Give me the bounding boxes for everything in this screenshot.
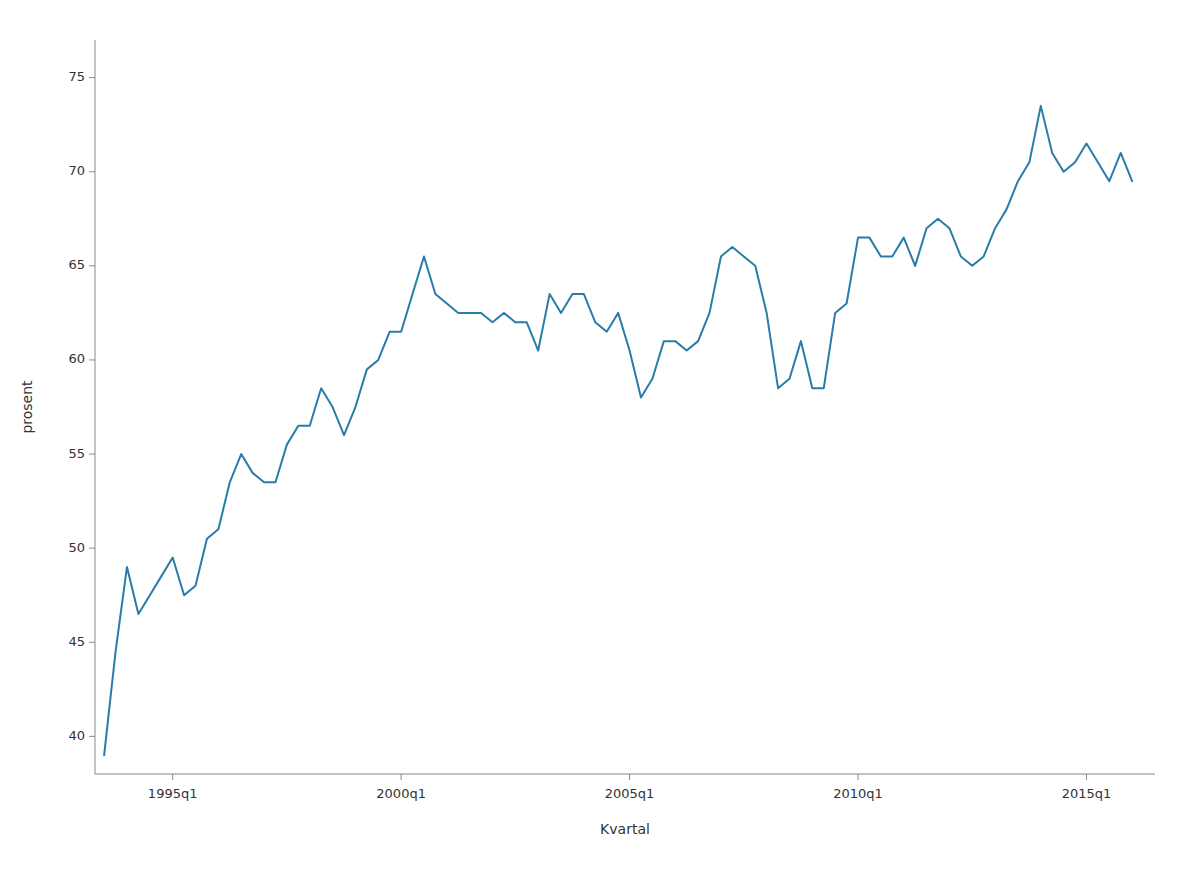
x-tick (629, 774, 630, 780)
x-tick-label: 2005q1 (605, 786, 655, 801)
y-tick-label: 65 (68, 257, 85, 272)
y-tick-label: 40 (68, 728, 85, 743)
y-tick-label: 75 (68, 69, 85, 84)
y-tick-label: 60 (68, 351, 85, 366)
y-tick (89, 454, 95, 455)
x-tick (401, 774, 402, 780)
y-axis-label: prosent (19, 380, 35, 434)
y-tick (89, 77, 95, 78)
x-tick (858, 774, 859, 780)
y-tick (89, 265, 95, 266)
chart: 40 45 50 55 60 65 70 75 1995q1 2000q1 2005q1 2010q1… (0, 0, 1200, 869)
y-axis-line (95, 40, 96, 774)
x-tick-label: 2000q1 (376, 786, 426, 801)
axes: 40 45 50 55 60 65 70 75 1995q1 2000q1 2005q1 2010q1… (68, 40, 1155, 801)
x-tick-label: 2015q1 (1062, 786, 1112, 801)
y-tick (89, 171, 95, 172)
y-tick (89, 642, 95, 643)
y-tick (89, 359, 95, 360)
y-tick-label: 55 (68, 446, 85, 461)
x-tick (172, 774, 173, 780)
y-tick-label: 45 (68, 634, 85, 649)
x-tick (1086, 774, 1087, 780)
x-tick-label: 1995q1 (148, 786, 198, 801)
x-tick-label: 2010q1 (833, 786, 883, 801)
y-tick (89, 548, 95, 549)
x-axis-label: Kvartal (600, 821, 650, 837)
y-tick-label: 70 (68, 163, 85, 178)
y-tick (89, 736, 95, 737)
plot-area (104, 106, 1132, 755)
y-tick-label: 50 (68, 540, 85, 555)
x-axis-line (95, 774, 1155, 775)
data-line (104, 106, 1132, 755)
